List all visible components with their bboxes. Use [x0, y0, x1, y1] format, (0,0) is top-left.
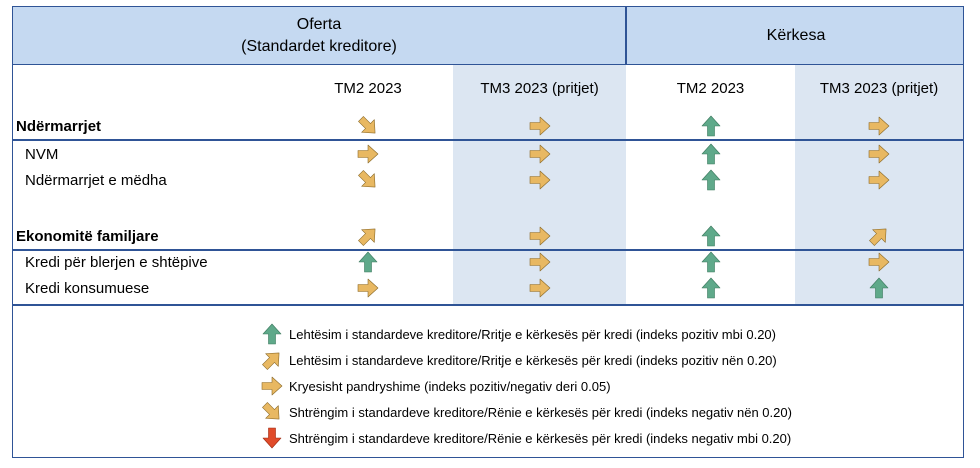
stable-icon — [453, 167, 626, 193]
moderate-tightening-icon — [283, 113, 453, 139]
legend-item: Shtrëngim i standardeve kreditore/Rënie … — [261, 427, 791, 449]
table-header: Oferta (Standardet kreditore) Kërkesa — [13, 7, 963, 65]
demand-header: Kërkesa — [627, 7, 965, 65]
legend-text: Lehtësim i standardeve kreditore/Rritje … — [289, 326, 776, 342]
legend-text: Shtrëngim i standardeve kreditore/Rënie … — [289, 404, 792, 420]
strong-easing-icon — [626, 249, 795, 275]
row-label: Ndërmarrjet — [16, 117, 102, 135]
strong-easing-icon — [626, 223, 795, 249]
table-row: Ekonomitë familjare — [13, 223, 963, 249]
stable-icon — [795, 141, 963, 167]
header-divider — [625, 7, 627, 65]
table-row: Kredi për blerjen e shtëpive — [13, 249, 963, 275]
stable-icon — [261, 375, 283, 397]
stable-icon — [283, 141, 453, 167]
row-label: Ndërmarrjet e mëdha — [25, 171, 167, 189]
demand-header-title: Kërkesa — [766, 27, 826, 44]
table-row: NVM — [13, 141, 963, 167]
offer-header-subtitle: (Standardet kreditore) — [241, 38, 397, 55]
legend-separator — [13, 304, 963, 306]
legend-item: Lehtësim i standardeve kreditore/Rritje … — [261, 323, 776, 345]
offer-header-title: Oferta — [296, 16, 342, 33]
moderate-tightening-icon — [261, 401, 283, 423]
strong-easing-icon — [283, 249, 453, 275]
moderate-tightening-icon — [283, 167, 453, 193]
table-row: Kredi konsumuese — [13, 275, 963, 301]
strong-easing-icon — [261, 323, 283, 345]
row-label: Ekonomitë familjare — [16, 227, 159, 245]
stable-icon — [453, 223, 626, 249]
stable-icon — [453, 249, 626, 275]
stable-icon — [453, 275, 626, 301]
row-label: Kredi konsumuese — [25, 279, 150, 297]
moderate-easing-icon — [795, 223, 963, 249]
strong-easing-icon — [626, 167, 795, 193]
legend-text: Kryesisht pandryshime (indeks pozitiv/ne… — [289, 378, 611, 394]
credit-survey-table: Oferta (Standardet kreditore) Kërkesa TM… — [12, 6, 964, 458]
legend-text: Shtrëngim i standardeve kreditore/Rënie … — [289, 430, 792, 446]
column-header-demand-q3: TM3 2023 (pritjet) — [819, 79, 939, 97]
strong-easing-icon — [626, 275, 795, 301]
stable-icon — [795, 249, 963, 275]
row-label: NVM — [25, 145, 59, 163]
column-header-demand-q2: TM2 2023 — [676, 79, 745, 97]
offer-header: Oferta (Standardet kreditore) — [13, 7, 625, 65]
moderate-easing-icon — [283, 223, 453, 249]
legend-item: Lehtësim i standardeve kreditore/Rritje … — [261, 349, 777, 371]
stable-icon — [795, 113, 963, 139]
legend-item: Shtrëngim i standardeve kreditore/Rënie … — [261, 401, 792, 423]
group-separator — [13, 139, 963, 141]
stable-icon — [453, 113, 626, 139]
strong-easing-icon — [626, 113, 795, 139]
strong-easing-icon — [795, 275, 963, 301]
stable-icon — [453, 141, 626, 167]
column-header-offer-q3: TM3 2023 (pritjet) — [480, 79, 599, 97]
stable-icon — [795, 167, 963, 193]
column-header-offer-q2: TM2 2023 — [334, 79, 402, 97]
table-row: Ndërmarrjet — [13, 113, 963, 139]
table-row: Ndërmarrjet e mëdha — [13, 167, 963, 193]
legend-item: Kryesisht pandryshime (indeks pozitiv/ne… — [261, 375, 611, 397]
group-separator — [13, 249, 963, 251]
strong-tightening-icon — [261, 427, 283, 449]
row-label: Kredi për blerjen e shtëpive — [25, 253, 208, 271]
moderate-easing-icon — [261, 349, 283, 371]
stable-icon — [283, 275, 453, 301]
legend-text: Lehtësim i standardeve kreditore/Rritje … — [289, 352, 777, 368]
strong-easing-icon — [626, 141, 795, 167]
